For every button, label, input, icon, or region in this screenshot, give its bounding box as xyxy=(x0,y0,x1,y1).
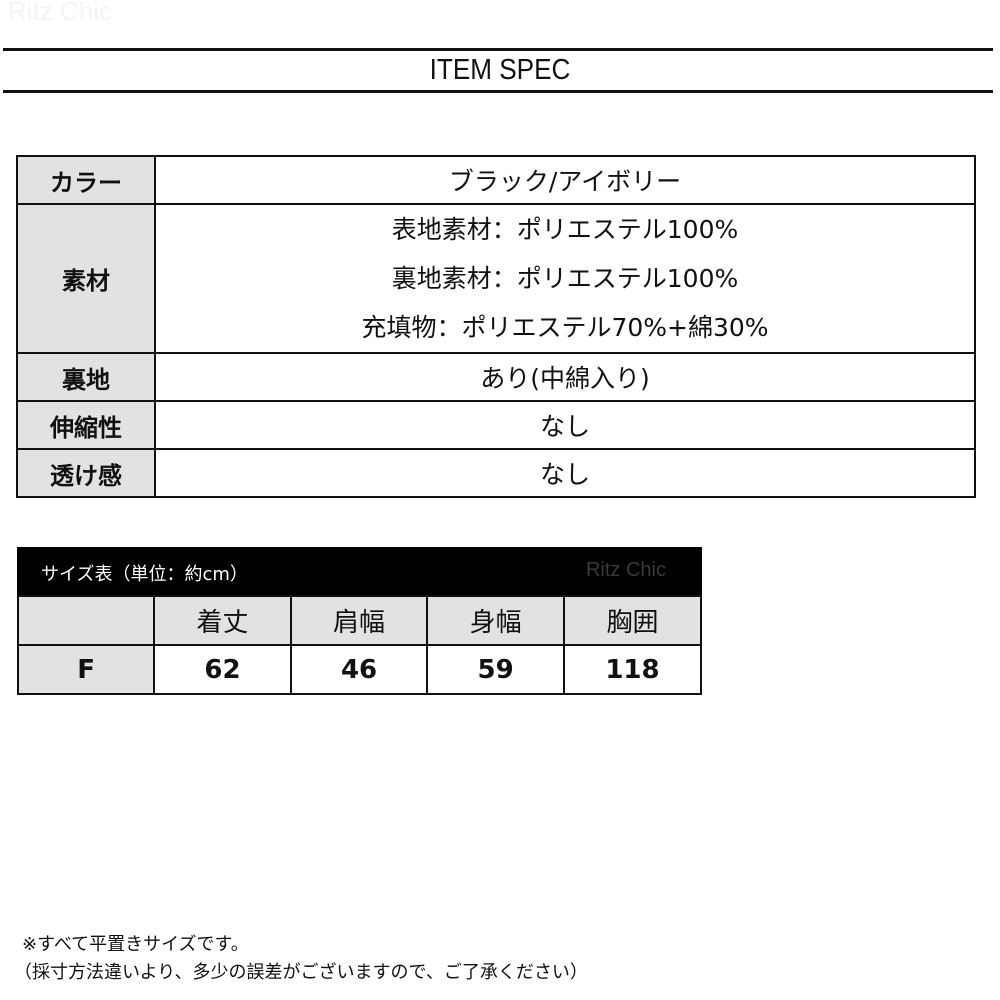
size-value: 59 xyxy=(426,644,565,695)
spec-row: 伸縮性 なし xyxy=(16,400,976,450)
size-label: F xyxy=(16,644,156,695)
watermark: Ritz Chic xyxy=(8,0,113,26)
spec-label: カラー xyxy=(16,155,156,205)
spec-value: あり(中綿入り) xyxy=(154,352,976,402)
spec-value: なし xyxy=(154,400,976,450)
size-value: 118 xyxy=(562,644,703,695)
spec-label: 裏地 xyxy=(16,352,156,402)
spec-value: なし xyxy=(154,448,976,498)
size-header-row: 着丈 肩幅 身幅 胸囲 xyxy=(16,595,703,646)
size-value: 46 xyxy=(289,644,429,695)
spec-label: 伸縮性 xyxy=(16,400,156,450)
size-table-title: サイズ表（単位：約cm） xyxy=(41,564,248,585)
divider xyxy=(3,48,993,51)
note: （採寸方法違いより、多少の誤差がございますので、ご了承ください） xyxy=(14,962,588,983)
page-title: ITEM SPEC xyxy=(429,54,571,86)
size-header-cell: 身幅 xyxy=(426,595,565,646)
spec-row: 透け感 なし xyxy=(16,448,976,498)
divider xyxy=(3,90,993,93)
spec-value: ブラック/アイボリー xyxy=(154,155,976,205)
size-header-cell: 胸囲 xyxy=(562,595,703,646)
brand-label: Ritz Chic xyxy=(585,559,666,581)
spec-row: 裏地 あり(中綿入り) xyxy=(16,352,976,402)
spec-value: 表地素材：ポリエステル100% 裏地素材：ポリエステル100% 充填物：ポリエス… xyxy=(154,203,976,354)
material-line: 裏地素材：ポリエステル100% xyxy=(391,264,739,293)
size-table-header: サイズ表（単位：約cm） Ritz Chic xyxy=(17,547,702,595)
material-line: 充填物：ポリエステル70%+綿30% xyxy=(361,313,769,342)
spec-row: 素材 表地素材：ポリエステル100% 裏地素材：ポリエステル100% 充填物：ポ… xyxy=(16,203,976,354)
spec-label: 透け感 xyxy=(16,448,156,498)
size-header-cell xyxy=(16,595,156,646)
spec-row: カラー ブラック/アイボリー xyxy=(16,155,976,205)
size-value: 62 xyxy=(153,644,292,695)
note: ※すべて平置きサイズです。 xyxy=(22,934,249,955)
size-header-cell: 肩幅 xyxy=(289,595,429,646)
size-header-cell: 着丈 xyxy=(153,595,292,646)
spec-label: 素材 xyxy=(16,203,156,354)
spec-table: カラー ブラック/アイボリー 素材 表地素材：ポリエステル100% 裏地素材：ポリ… xyxy=(16,155,976,498)
size-table: 着丈 肩幅 身幅 胸囲 F 62 46 59 118 xyxy=(16,595,703,695)
size-row: F 62 46 59 118 xyxy=(16,644,703,695)
material-line: 表地素材：ポリエステル100% xyxy=(391,215,739,244)
